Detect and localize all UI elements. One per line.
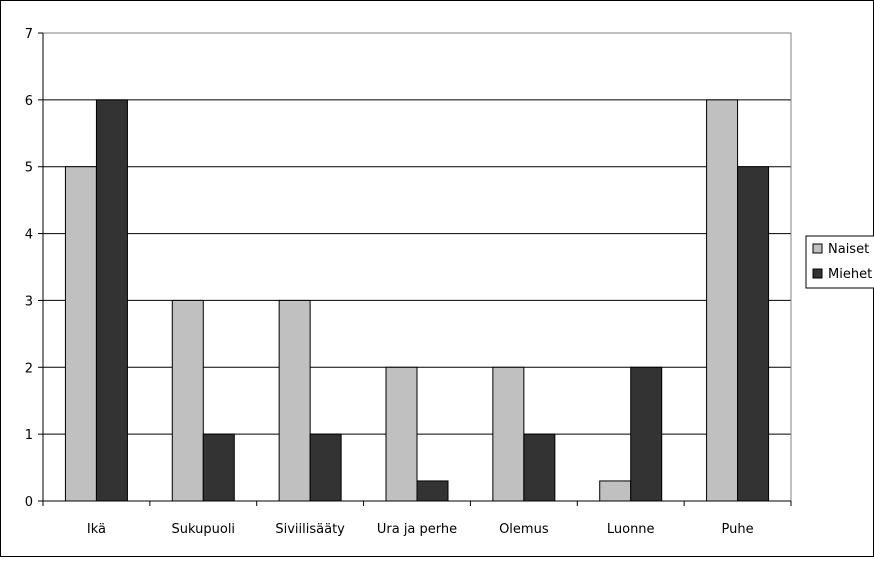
bar-naiset-2: [278, 299, 311, 502]
bars: [64, 99, 770, 502]
x-tick-label: Ikä: [87, 522, 106, 537]
y-tick-label: 0: [25, 495, 33, 510]
bar-naiset-1: [171, 299, 204, 502]
x-tick-label: Luonne: [607, 522, 655, 537]
y-tick-label: 1: [25, 428, 33, 443]
legend-label-miehet: Miehet: [828, 267, 872, 282]
y-tick-label: 3: [25, 294, 33, 309]
bar-miehet-1: [202, 433, 235, 502]
x-tick-label: Sukupuoli: [172, 522, 236, 537]
y-tick-label: 7: [25, 27, 33, 42]
y-tick-label: 2: [25, 361, 33, 376]
legend: Naiset Miehet: [805, 235, 874, 289]
axes: 0 1 2 3 4 5 6 7 Ikä Sukupuoli Siviilisääty Ura ja p…: [25, 27, 792, 537]
x-tick-label: Siviilisääty: [275, 522, 345, 537]
bar-naiset-4: [492, 366, 525, 502]
bar-naiset-0: [64, 166, 97, 502]
y-tick-label: 5: [25, 161, 33, 176]
bar-miehet-5: [630, 366, 663, 502]
bar-miehet-0: [95, 99, 128, 502]
x-tick-label: Ura ja perhe: [377, 522, 457, 537]
bar-miehet-2: [309, 433, 342, 502]
gridlines: [43, 99, 791, 435]
legend-swatch-miehet: [812, 268, 823, 279]
bar-miehet-3: [416, 480, 449, 502]
bar-miehet-6: [737, 166, 770, 502]
y-tick-label: 4: [25, 228, 33, 243]
y-tick-label: 6: [25, 94, 33, 109]
legend-label-naiset: Naiset: [828, 242, 869, 257]
legend-swatch-naiset: [812, 243, 823, 254]
bar-naiset-6: [706, 99, 739, 502]
x-tick-label: Puhe: [722, 522, 754, 537]
bar-naiset-3: [385, 366, 418, 502]
bar-naiset-5: [599, 480, 632, 502]
x-tick-label: Olemus: [499, 522, 549, 537]
bar-miehet-4: [523, 433, 556, 502]
